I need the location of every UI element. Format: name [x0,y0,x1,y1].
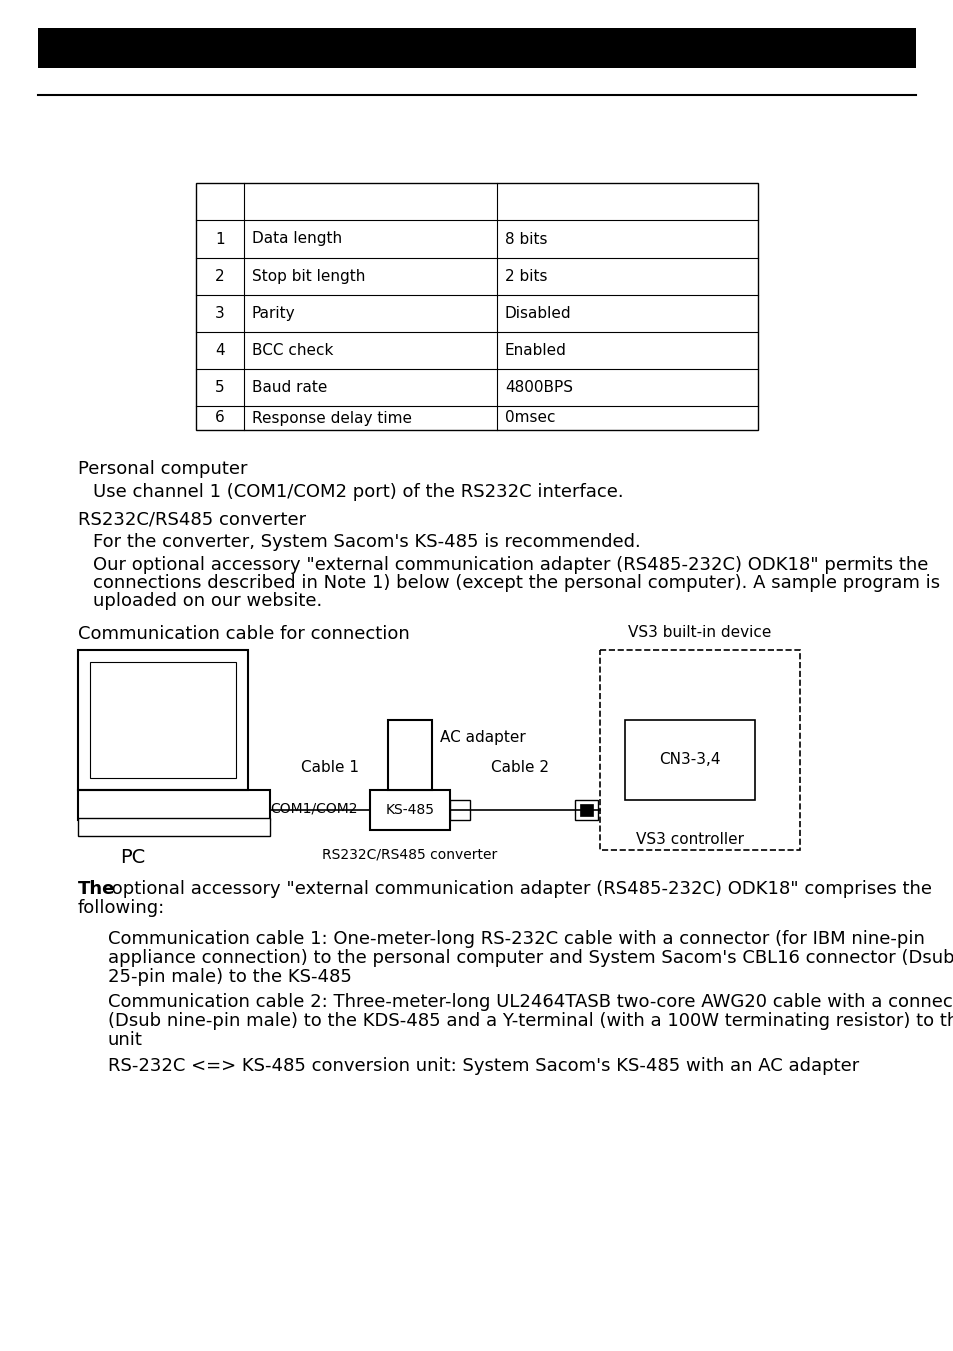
Text: VS3 built-in device: VS3 built-in device [628,626,771,640]
Text: 5: 5 [215,380,225,394]
Bar [195,182,758,430]
Text: PC: PC [120,848,145,867]
Text: Cable 2: Cable 2 [491,761,548,775]
Bar [624,720,754,800]
Bar [78,650,248,790]
Text: connections described in Note 1) below (except the personal computer). A sample : connections described in Note 1) below (… [92,574,939,592]
Text: Data length: Data length [252,231,342,246]
Text: 8 bits: 8 bits [504,231,547,246]
Text: 6: 6 [214,411,225,426]
Text: 1: 1 [215,231,225,246]
Text: Personal computer: Personal computer [78,459,247,478]
Bar [450,800,470,820]
Text: Communication cable 1: One-meter-long RS-232C cable with a connector (for IBM ni: Communication cable 1: One-meter-long RS… [108,929,923,948]
Text: Baud rate: Baud rate [252,380,327,394]
Text: 2: 2 [215,269,225,284]
Bar [388,720,432,790]
Bar [370,790,450,830]
Text: Response delay time: Response delay time [252,411,412,426]
Bar [90,662,235,778]
Text: CN3-3,4: CN3-3,4 [659,753,720,767]
Bar [579,804,593,816]
Text: RS-232C <=> KS-485 conversion unit: System Sacom's KS-485 with an AC adapter: RS-232C <=> KS-485 conversion unit: Syst… [108,1056,859,1075]
Bar [599,650,800,850]
Text: KS-485: KS-485 [385,802,434,817]
Text: following:: following: [78,898,165,917]
Text: BCC check: BCC check [252,343,333,358]
Text: 4: 4 [215,343,225,358]
Text: 0msec: 0msec [504,411,555,426]
Text: unit: unit [108,1031,143,1048]
Text: AC adapter: AC adapter [439,730,525,744]
Text: Our optional accessory "external communication adapter (RS485-232C) ODK18" permi: Our optional accessory "external communi… [92,557,927,574]
Text: RS232C/RS485 converter: RS232C/RS485 converter [322,848,497,862]
Text: Parity: Parity [252,305,295,322]
Text: (Dsub nine-pin male) to the KDS-485 and a Y-terminal (with a 100W terminating re: (Dsub nine-pin male) to the KDS-485 and … [108,1012,953,1029]
Text: VS3 controller: VS3 controller [636,832,743,847]
Bar [78,817,270,836]
Text: RS232C/RS485 converter: RS232C/RS485 converter [78,509,306,528]
Text: The: The [78,880,115,898]
Text: COM1/COM2: COM1/COM2 [270,801,357,815]
Text: Use channel 1 (COM1/COM2 port) of the RS232C interface.: Use channel 1 (COM1/COM2 port) of the RS… [92,484,623,501]
Text: Communication cable 2: Three-meter-long UL2464TASB two-core AWG20 cable with a c: Communication cable 2: Three-meter-long … [108,993,953,1011]
Text: Enabled: Enabled [504,343,566,358]
Text: 4800BPS: 4800BPS [504,380,573,394]
Bar [78,790,270,820]
Text: 3: 3 [214,305,225,322]
Text: 25-pin male) to the KS-485: 25-pin male) to the KS-485 [108,969,352,986]
Text: For the converter, System Sacom's KS-485 is recommended.: For the converter, System Sacom's KS-485… [92,534,640,551]
Text: 2 bits: 2 bits [504,269,547,284]
Text: Disabled: Disabled [504,305,571,322]
Text: appliance connection) to the personal computer and System Sacom's CBL16 connecto: appliance connection) to the personal co… [108,948,953,967]
Text: Communication cable for connection: Communication cable for connection [78,626,410,643]
Bar [575,800,598,820]
Text: Stop bit length: Stop bit length [252,269,365,284]
Text: uploaded on our website.: uploaded on our website. [92,592,322,611]
Bar [38,28,915,68]
Text: optional accessory "external communication adapter (RS485-232C) ODK18" comprises: optional accessory "external communicati… [106,880,931,898]
Text: Cable 1: Cable 1 [301,761,358,775]
